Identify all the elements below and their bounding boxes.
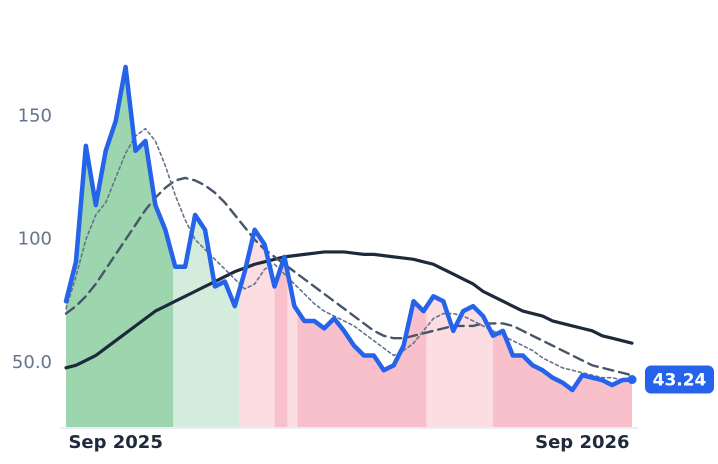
region-area bbox=[492, 330, 632, 427]
y-tick-label: 150 bbox=[18, 105, 52, 126]
x-tick-label: Sep 2026 bbox=[535, 432, 629, 453]
region-area bbox=[173, 214, 240, 427]
y-tick-label: 50.0 bbox=[12, 352, 52, 373]
last-point bbox=[627, 375, 637, 385]
series-line bbox=[64, 176, 634, 377]
region-area bbox=[239, 229, 275, 427]
last-value-badge bbox=[645, 365, 714, 394]
region-area bbox=[274, 256, 288, 427]
x-tick-label: Sep 2025 bbox=[68, 432, 162, 453]
series-line bbox=[63, 64, 635, 393]
series-line bbox=[64, 250, 634, 370]
series-line bbox=[65, 127, 633, 381]
last-value-label: 43.24 bbox=[653, 371, 707, 391]
y-tick-label: 100 bbox=[18, 229, 52, 250]
region-area bbox=[297, 301, 427, 427]
